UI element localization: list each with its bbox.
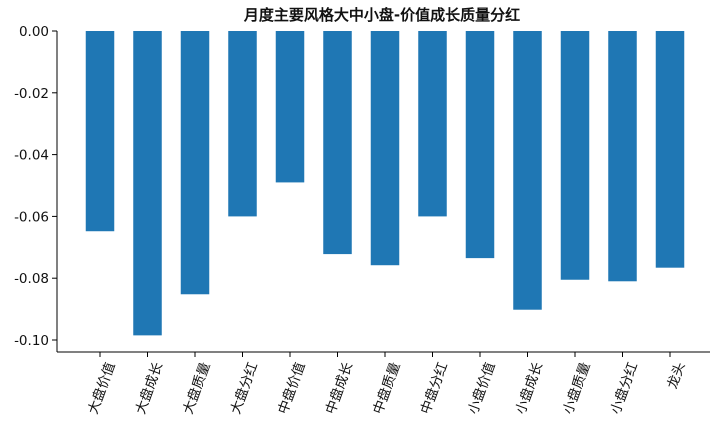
x-tick-label: 大盘质量 bbox=[179, 360, 213, 417]
y-tick-label: -0.02 bbox=[14, 86, 49, 102]
bar-3 bbox=[228, 31, 257, 217]
x-tick-label: 中盘质量 bbox=[369, 360, 403, 417]
y-tick-label: -0.04 bbox=[14, 148, 49, 164]
x-tick-label: 小盘价值 bbox=[464, 360, 498, 417]
bar-10 bbox=[560, 31, 590, 280]
bar-7 bbox=[418, 31, 447, 217]
bars-group bbox=[85, 31, 685, 336]
y-tick-label: -0.06 bbox=[14, 209, 49, 225]
chart-title: 月度主要风格大中小盘-价值成长质量分红 bbox=[243, 6, 520, 24]
bar-6 bbox=[370, 31, 400, 266]
x-axis: 大盘价值 大盘成长 大盘质量 大盘分红 中盘价值 中盘成长 中盘质量 中盘分红 小盘价值 小盘成长… bbox=[57, 351, 710, 417]
x-tick-label: 中盘分红 bbox=[417, 360, 451, 417]
y-tick-label: -0.08 bbox=[14, 271, 49, 287]
x-tick-label: 大盘分红 bbox=[227, 360, 261, 417]
bar-12 bbox=[655, 31, 685, 268]
bar-9 bbox=[513, 31, 542, 310]
x-tick-label: 小盘质量 bbox=[559, 360, 593, 417]
bar-2 bbox=[180, 31, 210, 295]
bar-5 bbox=[323, 31, 352, 255]
x-tick-label: 大盘价值 bbox=[84, 360, 118, 417]
y-tick-label: 0.00 bbox=[19, 24, 49, 40]
y-tick-label: -0.10 bbox=[14, 333, 49, 349]
x-tick-label: 小盘成长 bbox=[512, 359, 547, 416]
y-axis: 0.00 -0.02 -0.04 -0.06 -0.08 -0.10 bbox=[14, 24, 58, 352]
x-tick-label: 大盘成长 bbox=[132, 359, 167, 416]
x-tick-label: 中盘成长 bbox=[322, 359, 357, 416]
bar-4 bbox=[275, 31, 305, 183]
bar-1 bbox=[133, 31, 162, 336]
x-tick-label: 龙头 bbox=[665, 360, 689, 391]
bar-0 bbox=[85, 31, 115, 232]
bar-11 bbox=[608, 31, 637, 282]
x-tick-label: 小盘分红 bbox=[607, 360, 641, 417]
bar-8 bbox=[465, 31, 495, 259]
x-tick-label: 中盘价值 bbox=[274, 360, 308, 417]
